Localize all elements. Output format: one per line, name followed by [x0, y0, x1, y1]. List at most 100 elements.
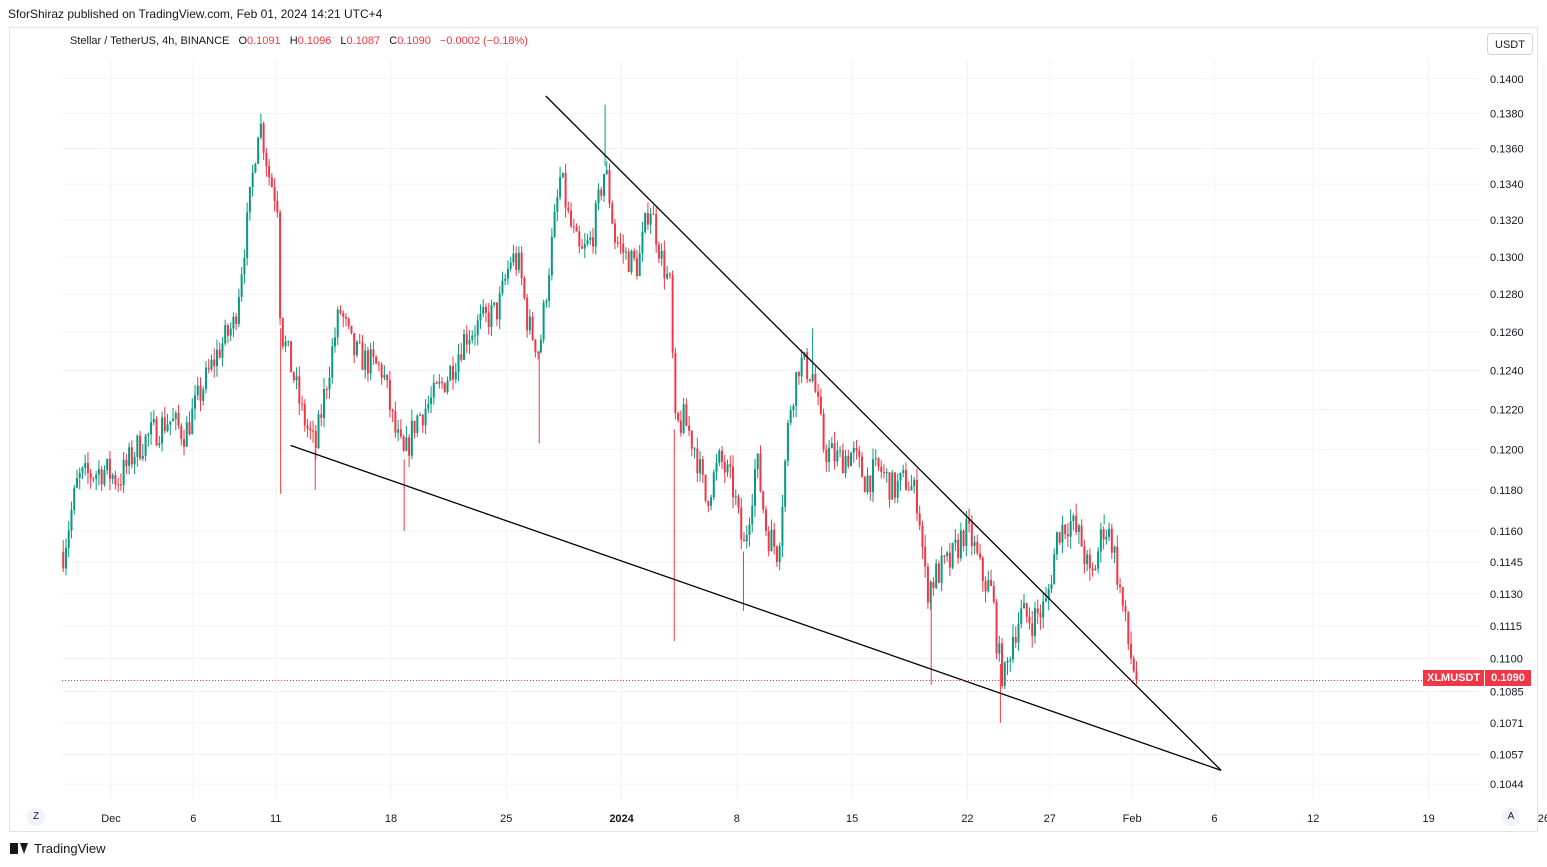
candle-body — [619, 242, 622, 244]
candle-body — [504, 278, 507, 281]
candle-body — [281, 318, 284, 347]
candle-body — [166, 424, 169, 432]
candle-body — [622, 243, 625, 253]
legend: Stellar / TetherUS, 4h, BINANCE O0.1091 … — [70, 35, 528, 47]
candle-body — [199, 385, 202, 401]
candle-body — [564, 172, 567, 208]
candle-body — [254, 163, 257, 173]
currency-button[interactable]: USDT — [1487, 33, 1533, 55]
time-tick-label: 22 — [961, 813, 973, 825]
candle-body — [251, 172, 254, 187]
candle-body — [734, 496, 737, 498]
candle-body — [108, 458, 111, 479]
candle-body — [268, 166, 271, 178]
candle-body — [243, 257, 246, 275]
candle-body — [303, 404, 306, 426]
candle-body — [125, 459, 128, 466]
candle-body — [1064, 524, 1067, 535]
candle-body — [364, 350, 367, 370]
candle-body — [866, 475, 869, 493]
candle-body — [446, 380, 449, 393]
time-tick-label: 18 — [385, 813, 397, 825]
candle-body — [611, 203, 614, 224]
candle-body — [339, 309, 342, 314]
time-tick-label: 25 — [500, 813, 512, 825]
candle-body — [314, 431, 317, 449]
candle-body — [353, 333, 356, 356]
candle-body — [523, 278, 526, 298]
candle-body — [910, 486, 913, 491]
candle-body — [704, 474, 707, 502]
candle-body — [764, 509, 767, 532]
zoom-z-button[interactable]: Z — [27, 808, 45, 826]
candle-body — [1055, 532, 1058, 555]
candle-body — [476, 320, 479, 336]
candle-body — [237, 296, 240, 324]
publish-header: SforShiraz published on TradingView.com,… — [8, 7, 383, 21]
candle-body — [375, 356, 378, 364]
candle-body — [1075, 515, 1078, 532]
candle-body — [133, 456, 136, 465]
candle-body — [95, 474, 98, 479]
candle-body — [443, 383, 446, 393]
candle-body — [877, 458, 880, 467]
candle-body — [161, 417, 164, 444]
candle-body — [366, 350, 369, 374]
candle-body — [1077, 525, 1080, 532]
candle-body — [896, 480, 899, 498]
candle-body — [344, 316, 347, 319]
candle-body — [699, 459, 702, 474]
candle-body — [402, 436, 405, 451]
candle-body — [460, 354, 463, 360]
candle-body — [817, 391, 820, 397]
candle-body — [215, 349, 218, 367]
candle-body — [377, 363, 380, 365]
candle-body — [273, 187, 276, 201]
candle-body — [169, 421, 172, 425]
candle-body — [954, 539, 957, 544]
candle-body — [789, 410, 792, 424]
candle-body — [1080, 525, 1083, 547]
candle-body — [399, 429, 402, 437]
candle-body — [671, 275, 674, 353]
footer-logo[interactable]: TradingView — [10, 841, 106, 856]
candle-body — [635, 258, 638, 276]
candle-body — [973, 542, 976, 547]
candle-body — [918, 513, 921, 526]
candle-body — [792, 406, 795, 411]
candle-body — [177, 412, 180, 426]
candle-body — [968, 519, 971, 524]
candle-body — [323, 389, 326, 418]
candle-body — [361, 342, 364, 370]
candle-body — [150, 422, 153, 435]
candle-body — [301, 403, 304, 405]
candle-body — [424, 408, 427, 426]
candle-body — [633, 250, 636, 259]
candle-body — [394, 411, 397, 433]
footer-brand: TradingView — [34, 841, 106, 856]
candle-body — [690, 430, 693, 449]
auto-scale-a-button[interactable]: A — [1502, 808, 1520, 826]
candle-body — [649, 213, 652, 225]
candle-body — [1020, 608, 1023, 624]
candle-body — [759, 453, 762, 492]
candle-body — [391, 409, 394, 412]
candle-body — [929, 581, 932, 603]
candle-body — [64, 547, 67, 569]
candle-body — [545, 300, 548, 303]
candle-body — [828, 448, 831, 463]
candle-body — [430, 397, 433, 405]
candle-body — [328, 377, 331, 390]
candle-body — [850, 452, 853, 467]
candle-body — [921, 525, 924, 547]
candle-body — [1121, 587, 1124, 606]
candle-body — [262, 123, 265, 153]
candle-body — [984, 580, 987, 592]
candle-body — [902, 470, 905, 473]
candle-body — [753, 469, 756, 506]
candle-body — [290, 341, 293, 373]
candle-body — [421, 414, 424, 426]
price-tick-label: 0.1115 — [1490, 621, 1522, 633]
candle-body — [246, 212, 249, 258]
